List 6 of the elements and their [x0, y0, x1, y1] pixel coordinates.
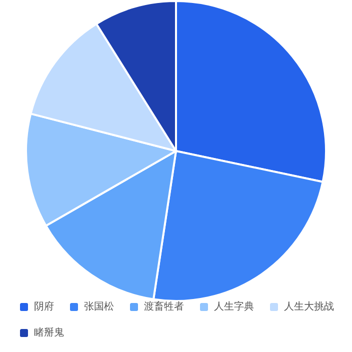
- legend-label: 人生字典: [214, 300, 254, 312]
- legend-label: 阴府: [34, 300, 54, 312]
- legend-label: 张国松: [84, 300, 114, 312]
- legend-label: 睹掰鬼: [34, 326, 64, 338]
- legend-label: 人生大挑战: [284, 300, 334, 312]
- legend-label: 渡畜牲者: [144, 300, 184, 312]
